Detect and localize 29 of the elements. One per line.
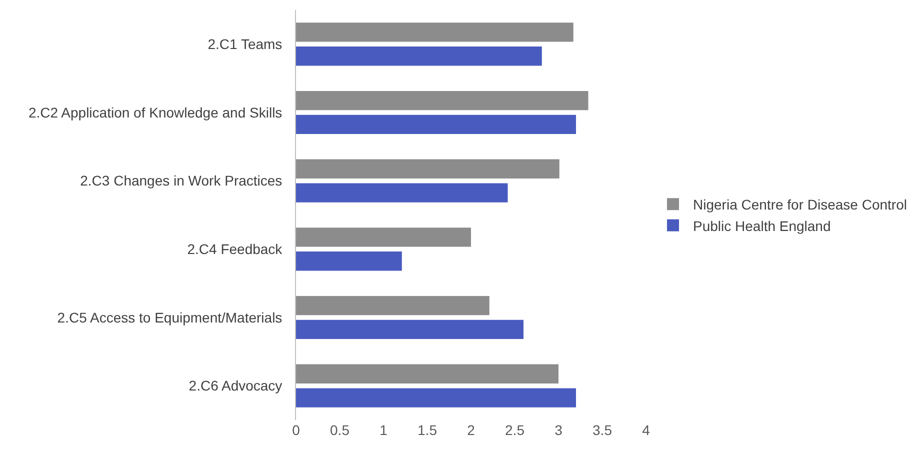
bar [296, 388, 576, 408]
bar [296, 296, 490, 316]
x-tick-label: 0 [292, 422, 300, 438]
x-tick-label: 2.5 [505, 422, 525, 438]
legend-label: Nigeria Centre for Disease Control [693, 196, 907, 213]
legend-label: Public Health England [693, 218, 831, 234]
bar [296, 114, 576, 134]
y-tick-label: 2.C3 Changes in Work Practices [80, 172, 282, 189]
y-tick-label: 2.C6 Advocacy [188, 378, 282, 394]
y-tick-label: 2.C5 Access to Equipment/Materials [57, 309, 282, 326]
x-tick-label: 1.5 [418, 422, 438, 438]
bar [296, 228, 471, 247]
bar [296, 22, 574, 42]
bar [296, 183, 508, 202]
y-tick-label: 2.C1 Teams [208, 36, 282, 52]
bar [296, 364, 558, 384]
x-tick-label: 0.5 [330, 422, 350, 438]
bar [296, 90, 588, 110]
bar [296, 46, 542, 66]
bar [296, 252, 402, 271]
bar [296, 159, 560, 178]
y-tick-label: 2.C2 Application of Knowledge and Skills [28, 104, 282, 120]
x-tick-label: 2 [467, 422, 476, 438]
x-tick-label: 3 [554, 422, 563, 438]
x-tick-label: 1 [380, 422, 388, 438]
y-tick-label: 2.C4 Feedback [187, 241, 284, 258]
x-tick-label: 4 [642, 422, 650, 438]
x-tick-label: 3.5 [592, 422, 612, 438]
bar [296, 320, 524, 340]
